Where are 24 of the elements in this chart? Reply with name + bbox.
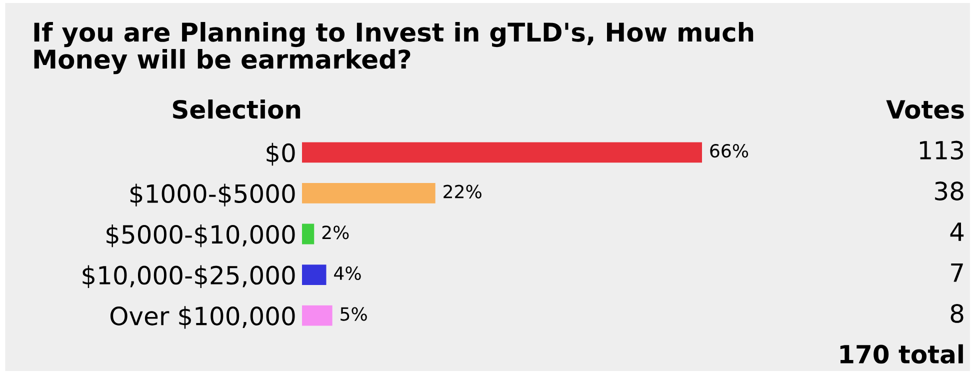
- bar: [302, 142, 702, 163]
- y-axis-title: Selection: [172, 100, 300, 119]
- text: 113: [920, 140, 963, 160]
- bar: [302, 264, 326, 285]
- bar: [302, 305, 332, 326]
- text: 4: [950, 222, 964, 241]
- data-label: 4%: [334, 266, 361, 280]
- data-label: 2%: [322, 226, 349, 240]
- data-label: 22%: [444, 184, 482, 198]
- y-tick-label: $10,000-$25,000: [82, 265, 295, 288]
- bar: [302, 183, 436, 204]
- text: Votes: [886, 100, 964, 119]
- data-label: 66%: [710, 144, 748, 158]
- y-tick-label: $0: [266, 142, 295, 166]
- y-tick-label: $5000-$10,000: [106, 224, 295, 248]
- chart-title: If you are Planning to Invest in gTLD's, How much Money will be earmarked?: [34, 22, 754, 74]
- data-label: 5%: [340, 307, 367, 321]
- text: 7: [951, 263, 963, 282]
- y-tick-label: Over $100,000: [110, 306, 295, 329]
- text: 8: [950, 304, 964, 323]
- y-tick-label: $1000-$5000: [130, 184, 295, 206]
- bar: [302, 224, 314, 244]
- text: 38: [935, 182, 964, 200]
- text: 170 total: [840, 344, 963, 364]
